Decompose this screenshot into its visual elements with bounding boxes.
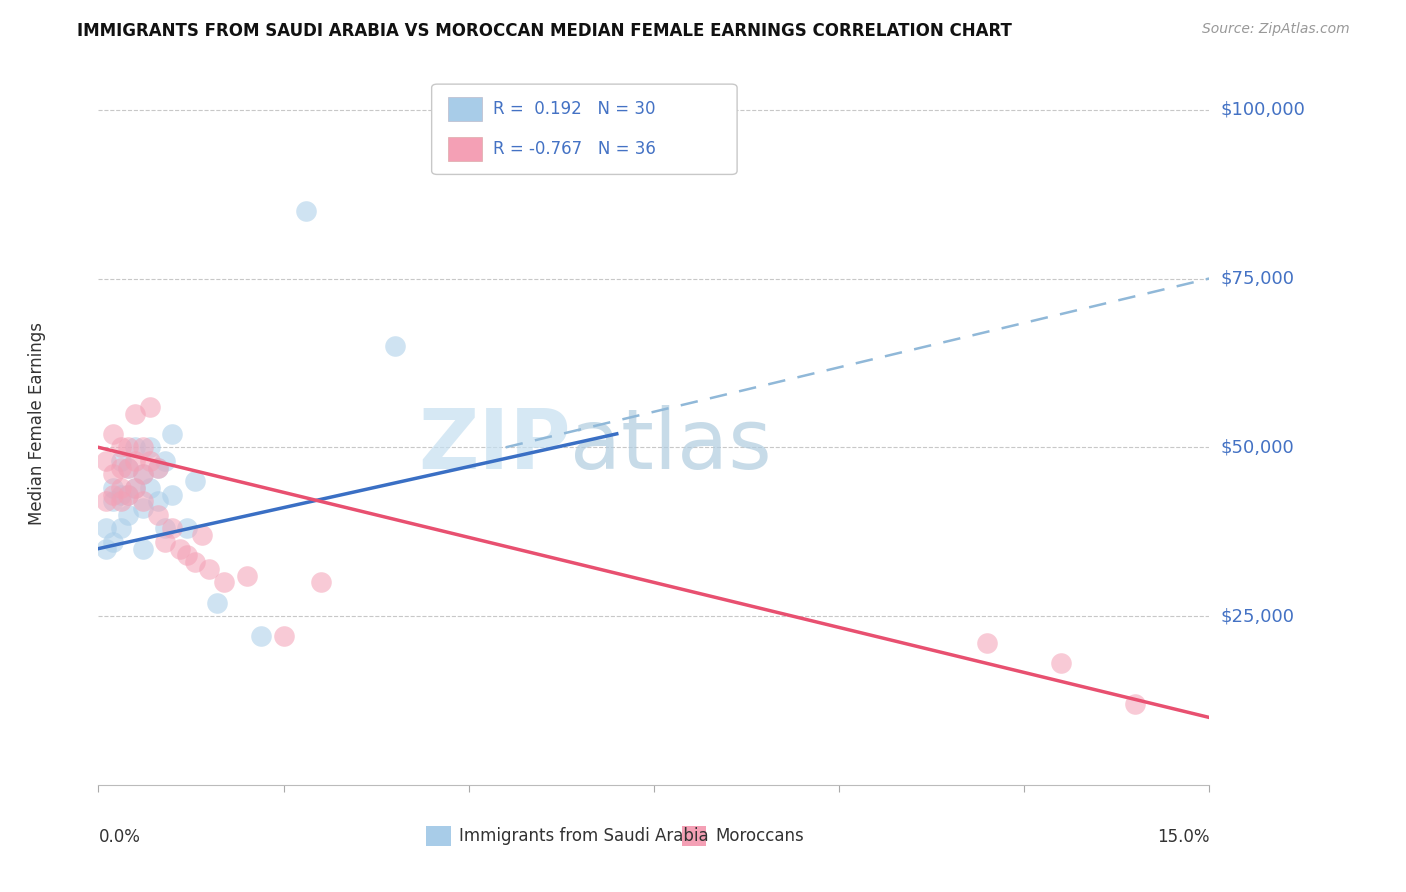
Point: [146, 494, 169, 508]
Point: [176, 549, 198, 563]
Point: [117, 460, 139, 475]
Bar: [682, 826, 706, 847]
Point: [153, 454, 176, 468]
Point: [124, 407, 146, 421]
Text: $75,000: $75,000: [1220, 269, 1295, 287]
Point: [110, 481, 132, 495]
Point: [183, 555, 205, 569]
Point: [103, 481, 125, 495]
Text: $50,000: $50,000: [1220, 438, 1294, 457]
Point: [214, 575, 236, 590]
Text: atlas: atlas: [571, 405, 772, 486]
Text: ZIP: ZIP: [418, 405, 571, 486]
Text: $25,000: $25,000: [1220, 607, 1295, 625]
Point: [103, 487, 125, 501]
Point: [162, 521, 184, 535]
Point: [139, 454, 162, 468]
Text: IMMIGRANTS FROM SAUDI ARABIA VS MOROCCAN MEDIAN FEMALE EARNINGS CORRELATION CHAR: IMMIGRANTS FROM SAUDI ARABIA VS MOROCCAN…: [77, 22, 1012, 40]
Text: R = -0.767   N = 36: R = -0.767 N = 36: [492, 140, 655, 158]
Bar: [426, 826, 450, 847]
Text: Moroccans: Moroccans: [714, 827, 804, 846]
Bar: [449, 136, 482, 161]
Point: [103, 494, 125, 508]
Point: [235, 568, 257, 582]
Point: [103, 534, 125, 549]
Point: [94, 454, 117, 468]
Point: [103, 426, 125, 441]
Point: [139, 481, 162, 495]
Point: [117, 487, 139, 501]
Point: [124, 454, 146, 468]
Text: $100,000: $100,000: [1220, 101, 1305, 119]
Point: [110, 487, 132, 501]
Point: [117, 487, 139, 501]
Point: [162, 487, 184, 501]
Point: [132, 467, 155, 482]
Text: 15.0%: 15.0%: [1157, 829, 1209, 847]
Point: [146, 460, 169, 475]
Point: [273, 629, 295, 643]
Point: [183, 474, 205, 488]
Point: [294, 204, 316, 219]
Point: [198, 562, 221, 576]
Point: [117, 460, 139, 475]
Point: [110, 454, 132, 468]
Point: [110, 494, 132, 508]
Point: [124, 481, 146, 495]
Point: [153, 534, 176, 549]
Point: [139, 440, 162, 454]
Point: [1123, 697, 1146, 711]
Point: [103, 467, 125, 482]
Point: [250, 629, 273, 643]
Point: [976, 636, 998, 650]
Point: [110, 521, 132, 535]
Point: [132, 467, 155, 482]
FancyBboxPatch shape: [432, 84, 737, 175]
Text: R =  0.192   N = 30: R = 0.192 N = 30: [492, 101, 655, 119]
Point: [124, 440, 146, 454]
Point: [146, 508, 169, 522]
Point: [94, 541, 117, 556]
Point: [191, 528, 214, 542]
Point: [309, 575, 332, 590]
Point: [132, 494, 155, 508]
Text: Median Female Earnings: Median Female Earnings: [28, 322, 46, 525]
Point: [132, 501, 155, 516]
Point: [139, 400, 162, 414]
Point: [132, 440, 155, 454]
Point: [132, 541, 155, 556]
Point: [169, 541, 191, 556]
Point: [205, 596, 228, 610]
Text: Immigrants from Saudi Arabia: Immigrants from Saudi Arabia: [460, 827, 709, 846]
Point: [146, 460, 169, 475]
Point: [153, 521, 176, 535]
Point: [1050, 657, 1073, 671]
Point: [94, 521, 117, 535]
Point: [162, 426, 184, 441]
Point: [384, 339, 406, 353]
Point: [117, 440, 139, 454]
Bar: [449, 97, 482, 121]
Point: [110, 460, 132, 475]
Point: [94, 494, 117, 508]
Point: [117, 508, 139, 522]
Text: Source: ZipAtlas.com: Source: ZipAtlas.com: [1202, 22, 1350, 37]
Point: [124, 481, 146, 495]
Text: 0.0%: 0.0%: [98, 829, 141, 847]
Point: [176, 521, 198, 535]
Point: [110, 440, 132, 454]
